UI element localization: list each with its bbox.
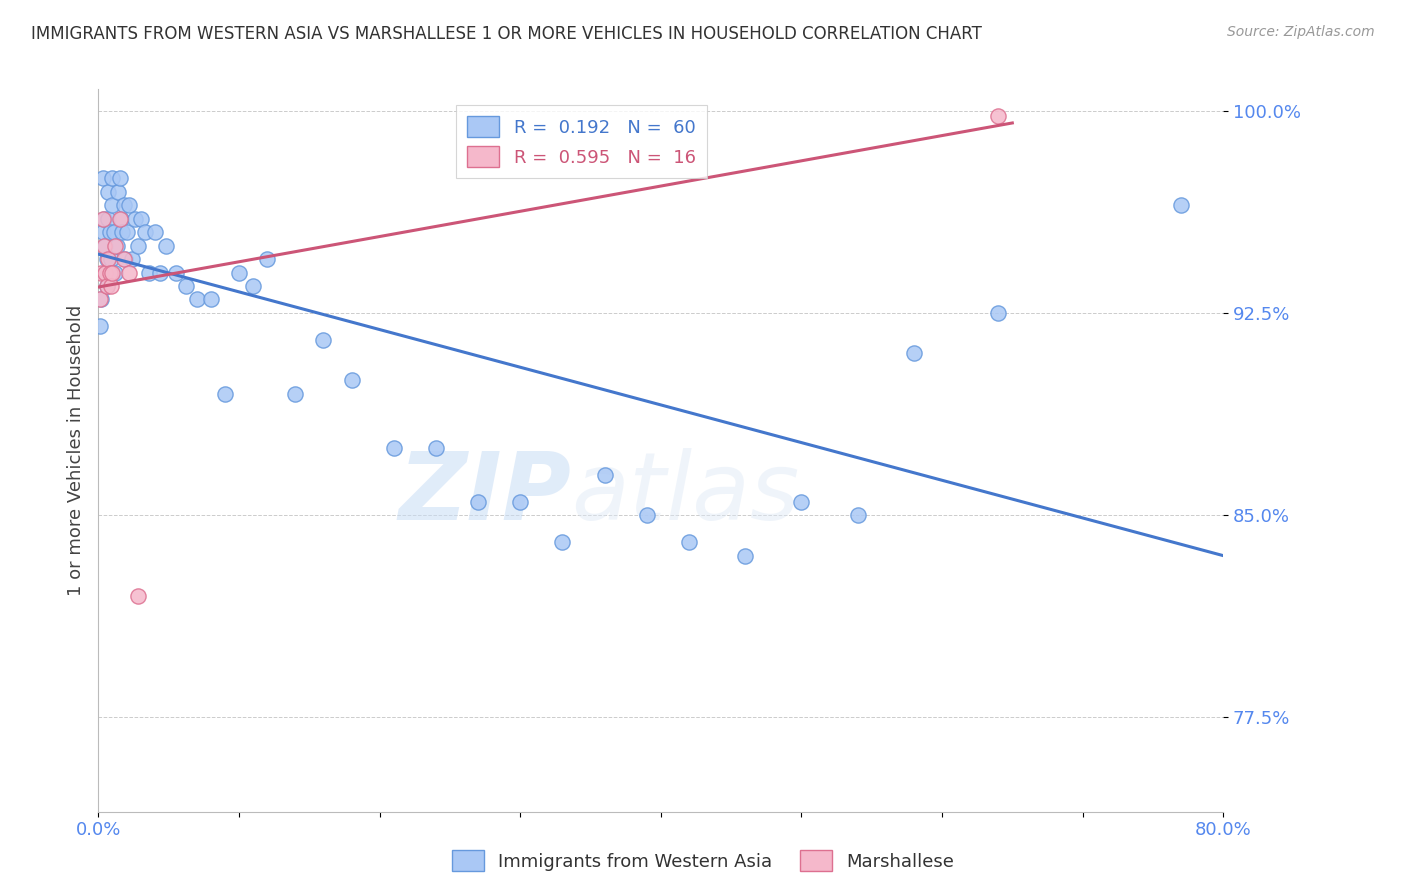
- Point: [108, 171, 131, 186]
- Point: [155, 238, 177, 252]
- Point: [846, 508, 869, 523]
- Point: [340, 373, 363, 387]
- Point: [174, 279, 197, 293]
- Text: ZIP: ZIP: [398, 448, 571, 540]
- Point: [93, 238, 115, 252]
- Point: [118, 198, 141, 212]
- Point: [509, 494, 531, 508]
- Point: [96, 279, 118, 293]
- Point: [97, 211, 120, 226]
- Point: [903, 346, 925, 360]
- Point: [114, 252, 136, 266]
- Point: [467, 494, 489, 508]
- Point: [127, 238, 149, 252]
- Legend: Immigrants from Western Asia, Marshallese: Immigrants from Western Asia, Marshalles…: [444, 843, 962, 879]
- Text: IMMIGRANTS FROM WESTERN ASIA VS MARSHALLESE 1 OR MORE VEHICLES IN HOUSEHOLD CORR: IMMIGRANTS FROM WESTERN ASIA VS MARSHALL…: [31, 25, 981, 43]
- Point: [110, 211, 132, 226]
- Point: [94, 238, 117, 252]
- Point: [115, 225, 138, 239]
- Point: [186, 293, 208, 307]
- Point: [100, 279, 122, 293]
- Point: [987, 109, 1010, 123]
- Point: [138, 266, 160, 280]
- Point: [89, 293, 111, 307]
- Point: [101, 266, 124, 280]
- Point: [112, 252, 135, 266]
- Point: [89, 319, 111, 334]
- Point: [790, 494, 813, 508]
- Y-axis label: 1 or more Vehicles in Household: 1 or more Vehicles in Household: [66, 305, 84, 596]
- Point: [96, 279, 118, 293]
- Point: [284, 387, 307, 401]
- Point: [97, 252, 120, 266]
- Point: [93, 211, 115, 226]
- Point: [1170, 198, 1192, 212]
- Point: [104, 266, 127, 280]
- Text: Source: ZipAtlas.com: Source: ZipAtlas.com: [1227, 25, 1375, 39]
- Point: [98, 266, 121, 280]
- Point: [312, 333, 335, 347]
- Point: [96, 252, 118, 266]
- Point: [94, 266, 117, 280]
- Point: [129, 211, 152, 226]
- Point: [104, 238, 127, 252]
- Point: [200, 293, 222, 307]
- Legend: R =  0.192   N =  60, R =  0.595   N =  16: R = 0.192 N = 60, R = 0.595 N = 16: [456, 105, 707, 178]
- Point: [636, 508, 658, 523]
- Point: [118, 266, 141, 280]
- Point: [91, 225, 114, 239]
- Point: [678, 535, 700, 549]
- Point: [108, 211, 131, 226]
- Point: [425, 441, 447, 455]
- Point: [101, 171, 124, 186]
- Point: [256, 252, 278, 266]
- Point: [987, 306, 1010, 320]
- Point: [242, 279, 264, 293]
- Point: [127, 589, 149, 603]
- Point: [228, 266, 250, 280]
- Point: [91, 211, 114, 226]
- Point: [91, 171, 114, 186]
- Point: [98, 225, 121, 239]
- Point: [100, 252, 122, 266]
- Point: [143, 225, 166, 239]
- Point: [105, 238, 128, 252]
- Point: [111, 225, 134, 239]
- Point: [382, 441, 405, 455]
- Point: [551, 535, 574, 549]
- Point: [94, 266, 117, 280]
- Text: atlas: atlas: [571, 449, 799, 540]
- Point: [90, 266, 112, 280]
- Point: [112, 198, 135, 212]
- Point: [97, 185, 120, 199]
- Point: [214, 387, 236, 401]
- Point: [734, 549, 756, 563]
- Point: [121, 252, 143, 266]
- Point: [90, 293, 112, 307]
- Point: [165, 266, 187, 280]
- Point: [593, 467, 616, 482]
- Point: [124, 211, 146, 226]
- Point: [149, 266, 172, 280]
- Point: [103, 225, 125, 239]
- Point: [101, 198, 124, 212]
- Point: [134, 225, 156, 239]
- Point: [107, 185, 129, 199]
